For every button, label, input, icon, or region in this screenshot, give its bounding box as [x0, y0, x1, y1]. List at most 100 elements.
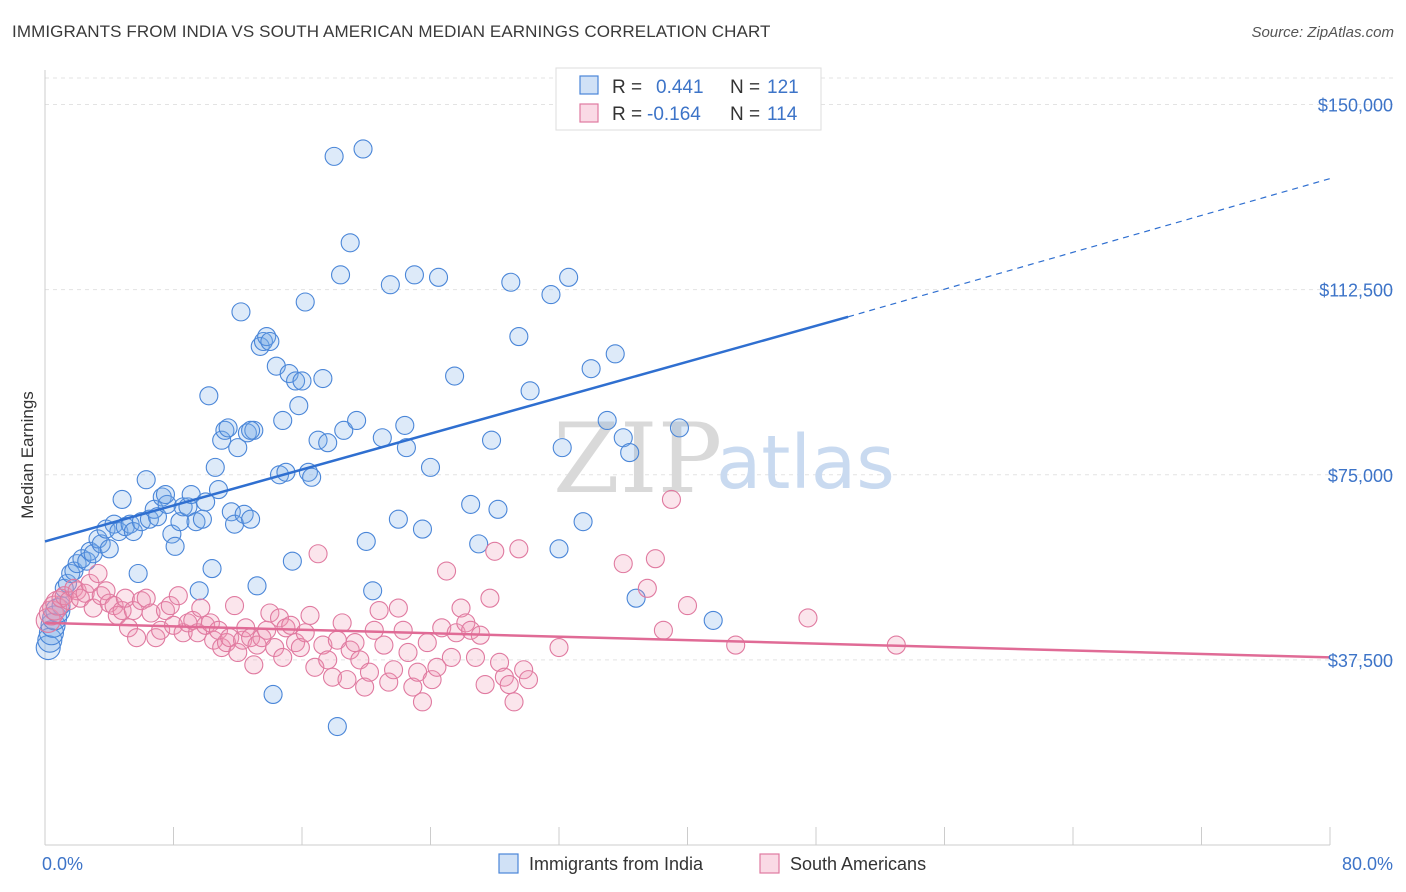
point-india-79	[318, 433, 338, 453]
point-south-37	[191, 598, 211, 618]
x-tick-label-0: 0.0%	[42, 854, 83, 874]
point-south-45	[224, 596, 245, 616]
point-south-15	[96, 581, 116, 601]
point-south-87	[412, 692, 433, 712]
point-india-67	[273, 410, 293, 431]
legend-r-label-south: R =	[612, 104, 642, 125]
point-south-47	[233, 630, 253, 650]
point-south-61	[290, 637, 310, 658]
point-india-102	[501, 272, 521, 292]
bottom-legend-india: Immigrants from India	[529, 854, 704, 874]
point-india-59	[247, 576, 267, 596]
point-south-101	[480, 588, 500, 608]
point-india-105	[541, 285, 561, 305]
point-south-19	[112, 600, 132, 621]
grid-lines	[45, 77, 1395, 661]
point-south-26	[141, 603, 161, 623]
point-south-63	[300, 605, 320, 626]
point-india-1	[37, 627, 63, 653]
point-south-117	[726, 635, 746, 655]
point-south-79	[374, 635, 394, 655]
point-india-78	[313, 368, 333, 389]
legend-n-label-india: N =	[730, 77, 760, 98]
point-south-62	[295, 623, 315, 643]
x-tick-labels: 0.0% 80.0%	[42, 854, 1393, 874]
point-south-85	[403, 677, 423, 697]
point-india-41	[189, 581, 209, 601]
y-tick-label-3: $150,000	[1318, 96, 1393, 116]
point-south-65	[308, 544, 328, 564]
point-india-99	[469, 534, 489, 554]
point-india-28	[136, 470, 156, 490]
point-india-76	[302, 467, 322, 487]
point-india-57	[241, 509, 261, 529]
point-india-92	[396, 438, 416, 458]
point-india-71	[286, 371, 306, 391]
point-india-9	[61, 563, 81, 584]
point-south-30	[160, 596, 180, 616]
point-south-108	[514, 660, 534, 680]
point-india-98	[461, 494, 481, 514]
point-india-46	[205, 457, 225, 477]
point-india-119	[395, 415, 415, 435]
bottom-legend-south: South Americans	[790, 854, 926, 874]
point-india-83	[334, 420, 354, 440]
point-india-117	[155, 484, 176, 505]
point-south-10	[75, 583, 95, 603]
legend-n-label-south: N =	[730, 104, 760, 125]
point-south-88	[417, 633, 437, 653]
point-south-114	[653, 620, 673, 640]
point-south-80	[379, 672, 399, 692]
point-south-56	[269, 608, 290, 628]
point-india-55	[234, 504, 254, 524]
point-south-109	[518, 670, 539, 690]
point-south-110	[549, 637, 569, 658]
point-india-103	[509, 327, 529, 347]
point-south-73	[345, 633, 365, 653]
point-india-25	[123, 521, 143, 542]
point-india-42	[192, 509, 212, 529]
point-india-91	[388, 509, 408, 529]
point-india-63	[260, 331, 280, 352]
point-south-89	[422, 670, 442, 690]
point-india-115	[669, 418, 690, 438]
point-india-120	[549, 539, 569, 559]
point-india-72	[289, 396, 309, 416]
point-south-106	[504, 692, 524, 712]
y-tick-label-2: $112,500	[1319, 281, 1393, 301]
point-south-4	[51, 588, 71, 608]
point-india-106	[552, 438, 572, 458]
legend-n-india: 121	[767, 77, 799, 98]
point-india-53	[228, 438, 248, 458]
point-india-101	[488, 499, 508, 519]
point-india-19	[99, 539, 119, 559]
point-india-93	[404, 265, 424, 285]
point-south-119	[798, 608, 818, 628]
point-south-11	[80, 573, 100, 593]
point-south-32	[168, 586, 188, 606]
point-india-36	[170, 512, 190, 532]
point-south-105	[499, 675, 519, 695]
point-india-111	[605, 344, 625, 364]
y-tick-label-1: $75,000	[1328, 466, 1393, 486]
point-south-93	[441, 647, 461, 667]
bottom-legend-swatch-south	[759, 853, 780, 874]
point-south-54	[260, 603, 280, 623]
watermark-zip: ZIP	[553, 403, 722, 515]
point-south-21	[118, 618, 139, 638]
legend-r-india: 0.441	[656, 77, 704, 98]
point-india-45	[202, 559, 222, 579]
point-india-54	[231, 302, 251, 322]
point-india-49	[215, 420, 235, 440]
point-south-100	[475, 675, 495, 695]
point-india-96	[428, 267, 449, 287]
point-south-75	[355, 677, 375, 697]
x-tick-label-1: 80.0%	[1342, 854, 1393, 874]
point-india-80	[324, 146, 344, 166]
point-south-84	[398, 642, 418, 663]
point-india-64	[263, 684, 283, 704]
point-india-74	[295, 292, 315, 312]
point-south-107	[509, 539, 529, 559]
point-india-109	[581, 359, 601, 379]
legend-box: R = 0.441 N = 121 R = -0.164 N = 114	[555, 67, 822, 131]
